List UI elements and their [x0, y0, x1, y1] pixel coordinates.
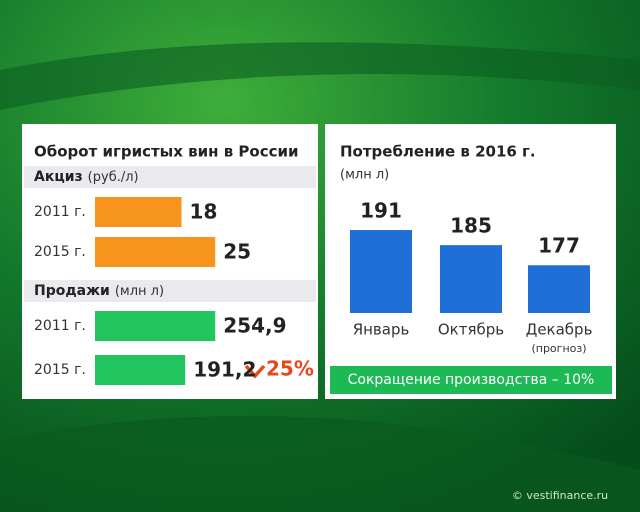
category-note: (прогноз): [531, 342, 586, 355]
category-label: 2011 г.: [34, 318, 86, 334]
value-label: 185: [450, 214, 492, 238]
decor: [0, 42, 640, 110]
unit: (руб./л): [88, 170, 139, 185]
section-band: [24, 166, 316, 188]
subtitle: Продажи: [34, 283, 110, 299]
category-label: 2015 г.: [34, 244, 86, 260]
category-label: Январь: [353, 321, 410, 339]
bar: [95, 311, 216, 341]
decor: [0, 416, 640, 512]
value-label: 18: [190, 200, 218, 224]
value-label: 177: [538, 234, 580, 258]
watermark: © vestifinance.ru: [512, 489, 608, 502]
value-label: 191,2: [193, 358, 256, 382]
chart-title: Оборот игристых вин в России: [34, 143, 299, 161]
section-band: [24, 280, 316, 302]
section-header: Акциз (руб./л): [34, 169, 139, 185]
bar: [95, 197, 182, 227]
bar: [350, 230, 412, 313]
bar: [95, 237, 216, 267]
section-header: Продажи (млн л): [34, 283, 164, 299]
category-label: Октябрь: [438, 321, 504, 339]
category-label: Декабрь: [526, 321, 593, 339]
bar: [528, 265, 590, 313]
footnote-band: [330, 366, 612, 394]
unit: (млн л): [115, 284, 164, 299]
unit: (млн л): [340, 168, 389, 183]
chart-title: Потребление в 2016 г.: [340, 143, 536, 161]
value-label: 254,9: [223, 314, 286, 338]
footnote: Сокращение производства – 10%: [348, 372, 595, 388]
value-label: 25: [223, 240, 251, 264]
value-label: 191: [360, 199, 402, 223]
bar: [440, 245, 502, 313]
change-label: 25%: [266, 357, 314, 381]
category-label: 2011 г.: [34, 204, 86, 220]
category-label: 2015 г.: [34, 362, 86, 378]
bar: [95, 355, 186, 385]
subtitle: Акциз: [34, 169, 83, 185]
down-arrow: [244, 364, 266, 379]
